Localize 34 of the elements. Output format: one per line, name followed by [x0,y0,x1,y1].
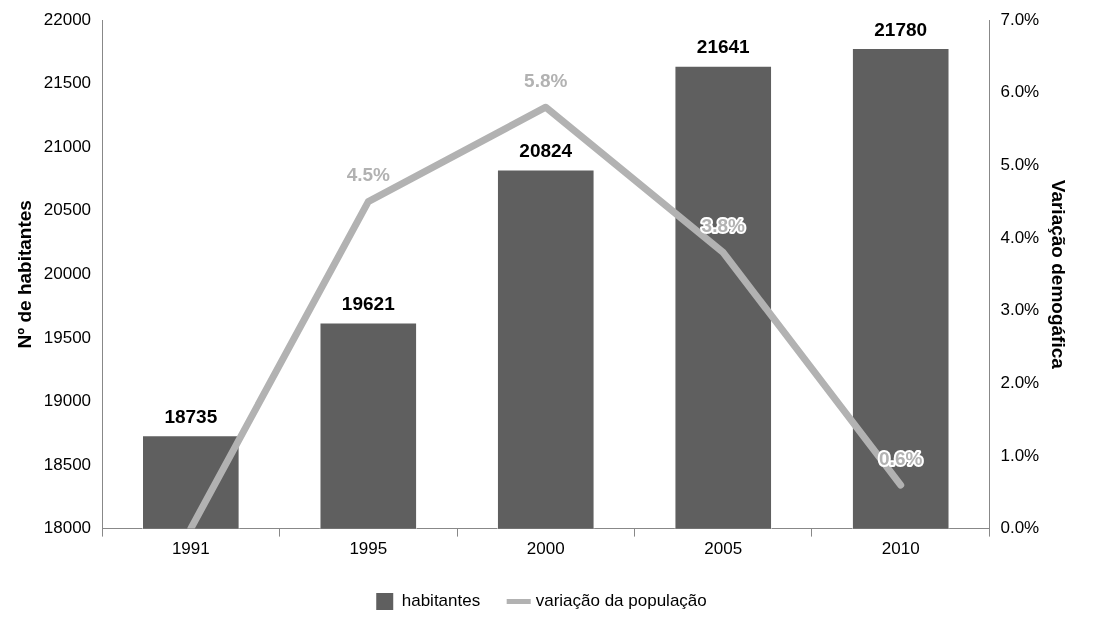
data-label: 21641 [696,36,751,58]
y-axis-title: Nº de habitantes [13,200,35,349]
data-label: 19621 [341,293,396,315]
x-tick-label: 1991 [171,539,210,559]
y-tick-label: 18500 [43,454,92,474]
y-tick-label: 20500 [43,200,92,220]
y-tick-label: 18000 [43,518,92,538]
y2-tick-label: 3.0% [1000,300,1040,320]
data-label: 4.5% [346,164,391,186]
x-tick-label: 1995 [349,539,388,559]
data-label: 5.8% [524,69,568,91]
data-label: 18735 [164,405,218,427]
legend-label: variação da população [535,591,707,611]
y-tick-label: 21500 [43,73,92,93]
legend-label: habitantes [401,591,481,611]
y-tick-label: 19500 [43,327,92,347]
x-tick-label: 2005 [704,539,743,559]
x-tick-label: 2010 [881,539,920,559]
y2-tick-label: 2.0% [1000,372,1040,392]
y2-axis-title: Variação demogáfica [1048,179,1070,370]
y-tick-label: 21000 [43,136,92,156]
y-tick-label: 22000 [43,9,92,29]
y2-tick-label: 4.0% [1000,227,1040,247]
y-tick-label: 19000 [43,391,92,411]
y2-tick-label: 1.0% [1000,445,1040,465]
y-tick-label: 20000 [43,263,92,283]
y2-tick-label: 5.0% [1000,155,1040,174]
data-label: 3.8% [701,215,745,237]
x-tick-label: 2000 [526,539,565,559]
y2-tick-label: 6.0% [1000,82,1040,102]
data-label: 20824 [519,140,573,162]
data-label: 21780 [874,18,928,40]
y2-tick-label: 0.0% [1000,518,1040,538]
y2-tick-label: 7.0% [1000,9,1040,29]
